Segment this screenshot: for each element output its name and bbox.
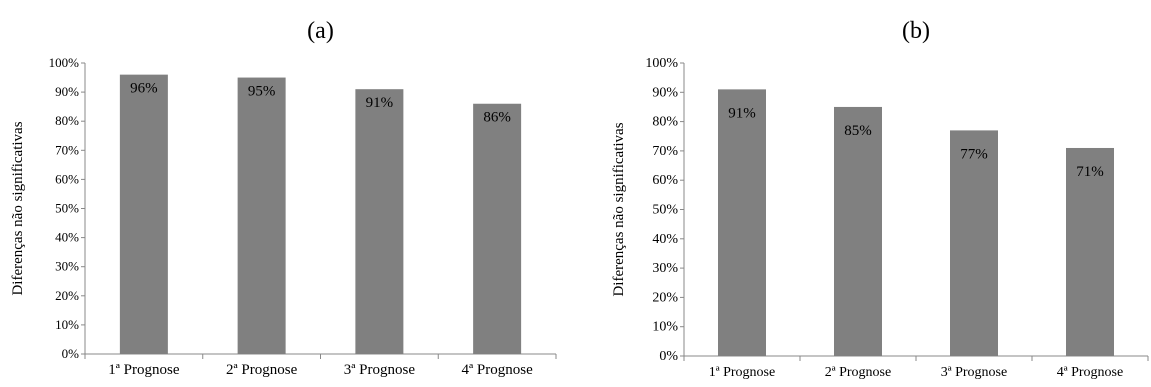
data-label: 77%	[960, 146, 988, 162]
y-tick-label: 10%	[55, 317, 79, 332]
x-category-label: 2ª Prognose	[825, 365, 891, 380]
x-category-label: 2ª Prognose	[226, 362, 298, 378]
x-category-label: 3ª Prognose	[941, 365, 1007, 380]
bar	[718, 89, 766, 357]
y-tick-label: 60%	[55, 171, 79, 186]
chart-panel-a: (a) Diferenças não significativas 0% 10% 20%…	[0, 0, 575, 387]
y-tick-label: 80%	[55, 113, 79, 128]
chart-title: (a)	[307, 18, 334, 44]
x-category-label: 1ª Prognose	[108, 362, 180, 378]
y-axis-label: Diferenças não significativas	[611, 122, 627, 296]
chart-title: (b)	[902, 18, 930, 44]
y-tick-label: 70%	[652, 144, 678, 159]
bar	[1066, 147, 1114, 356]
y-tick-label: 70%	[55, 142, 79, 157]
data-label: 96%	[130, 81, 158, 97]
data-label: 86%	[483, 110, 511, 126]
chart-b: (b) Diferenças não significativas 0% 10% 20%…	[611, 18, 1149, 380]
bar	[237, 77, 286, 355]
data-label: 71%	[1076, 164, 1104, 180]
bar	[119, 74, 168, 354]
y-tick-label: 20%	[55, 288, 79, 303]
y-tick-label: 100%	[645, 56, 678, 71]
y-tick-label: 50%	[652, 203, 678, 218]
bar	[473, 103, 522, 355]
data-label: 91%	[366, 95, 394, 111]
x-category-label: 4ª Prognose	[1057, 365, 1123, 380]
x-category-label: 3ª Prognose	[344, 362, 416, 378]
bar	[950, 130, 998, 356]
x-category-label: 1ª Prognose	[709, 365, 775, 380]
y-tick-label: 0%	[659, 349, 678, 364]
y-axis-label: Diferenças não significativas	[10, 121, 26, 295]
y-tick-label: 50%	[55, 201, 79, 216]
y-tick-label: 10%	[652, 320, 678, 335]
bar	[834, 106, 882, 356]
y-tick-label: 20%	[652, 290, 678, 305]
y-tick-label: 100%	[49, 55, 80, 70]
y-tick-label: 80%	[652, 115, 678, 130]
y-tick-label: 90%	[55, 84, 79, 99]
chart-panel-b: (b) Diferenças não significativas 0% 10% 20%…	[576, 0, 1151, 387]
y-tick-label: 60%	[652, 173, 678, 188]
data-label: 85%	[844, 123, 872, 139]
x-category-label: 4ª Prognose	[462, 362, 534, 378]
data-label: 95%	[248, 84, 276, 100]
y-tick-label: 90%	[652, 85, 678, 100]
y-tick-label: 40%	[55, 230, 79, 245]
bar	[355, 89, 404, 354]
chart-a: (a) Diferenças não significativas 0% 10% 20%…	[10, 18, 557, 378]
y-tick-label: 30%	[55, 259, 79, 274]
y-tick-label: 0%	[62, 346, 80, 361]
y-tick-label: 40%	[652, 232, 678, 247]
data-label: 91%	[728, 105, 756, 121]
y-tick-label: 30%	[652, 261, 678, 276]
